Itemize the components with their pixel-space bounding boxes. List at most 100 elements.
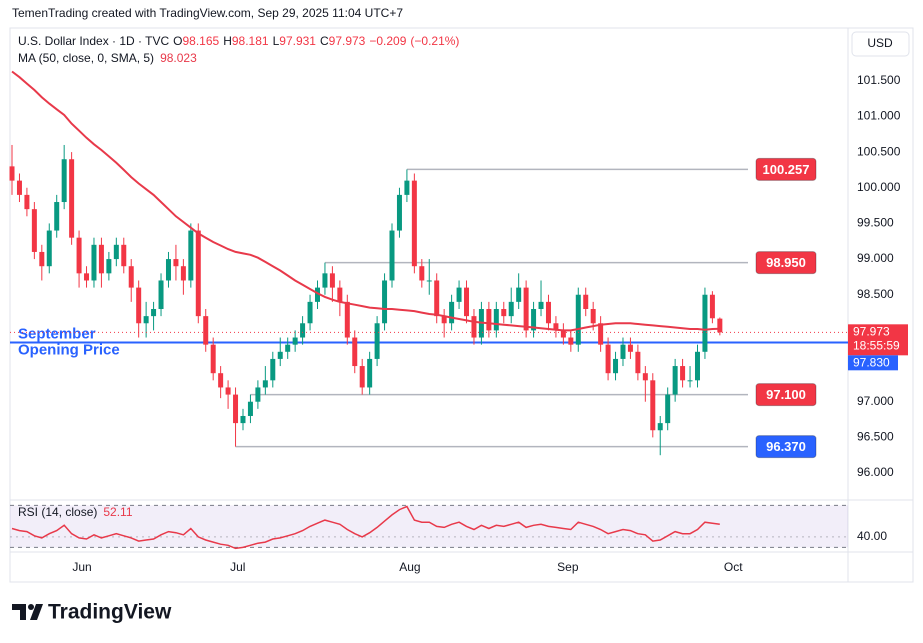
c-label: C — [320, 34, 329, 48]
legend-ma: MA (50, close, 0, SMA, 5) 98.023 — [18, 51, 197, 65]
logo-dot — [28, 604, 34, 610]
candle-body — [441, 316, 447, 324]
candle-body — [396, 194, 402, 231]
countdown: 18:55:59 — [853, 338, 900, 352]
rsi-line — [11, 505, 720, 550]
candle-body — [464, 287, 470, 317]
rsi-name: RSI (14, close) — [18, 505, 97, 519]
candle-body — [493, 309, 499, 331]
opening-price-label: 97.830 — [853, 355, 890, 369]
candle-body — [98, 244, 104, 274]
candle-body — [84, 273, 90, 281]
candle-body — [605, 344, 611, 374]
candle-body — [322, 273, 328, 288]
candle-body — [180, 266, 186, 281]
ma-name: MA (50, close, 0, SMA, 5) — [18, 51, 154, 65]
candle-body — [613, 358, 619, 374]
logo-shape — [12, 604, 26, 620]
level-label: 100.257 — [763, 162, 810, 177]
candle-body — [456, 287, 462, 302]
opening-price-text: Opening Price — [18, 341, 120, 358]
candle-body — [76, 237, 82, 274]
o-value: 98.165 — [183, 34, 220, 48]
candle-body — [337, 287, 343, 302]
candle-body — [113, 244, 119, 260]
candle-body — [329, 273, 335, 288]
currency-button[interactable] — [851, 31, 910, 57]
opening-price-box — [848, 355, 898, 371]
candle-body — [627, 344, 633, 352]
level-label: 97.100 — [766, 387, 806, 402]
currency[interactable]: USD — [867, 36, 893, 50]
y-tick-label: 100.500 — [857, 144, 901, 158]
candle-body — [374, 323, 380, 359]
candle-body — [61, 159, 67, 203]
candle-body — [247, 401, 253, 416]
candle-body — [419, 266, 425, 281]
candle-body — [702, 294, 708, 352]
candle-body — [54, 202, 60, 231]
candle-body — [516, 287, 522, 302]
candle-body — [434, 280, 440, 317]
candle-body — [39, 251, 45, 267]
candle-body — [717, 318, 723, 333]
candle-body — [262, 380, 268, 388]
level-box — [755, 251, 817, 275]
candle-body — [568, 337, 574, 345]
y-tick-label: 101.000 — [857, 109, 901, 123]
y-tick-label: 99.500 — [857, 216, 894, 230]
opening-price-text: September — [18, 325, 96, 342]
candle-body — [151, 309, 157, 317]
y-tick-label: 101.500 — [857, 73, 901, 87]
candle-body — [575, 294, 581, 345]
panes: 96.00096.50097.00097.50098.00098.50099.0… — [9, 70, 908, 574]
candle-body — [165, 259, 171, 281]
y-tick-label: 99.000 — [857, 251, 894, 265]
candle-body — [471, 316, 477, 338]
y-tick-label: 96.000 — [857, 465, 894, 479]
candle-body — [210, 344, 216, 374]
ma-value: 98.023 — [160, 51, 197, 65]
l-label: L — [273, 34, 280, 48]
x-tick-label: Oct — [724, 560, 743, 574]
candle-body — [389, 230, 395, 281]
rsi-tick-label: 40.00 — [857, 529, 887, 543]
candle-body — [665, 394, 671, 424]
candle-body — [650, 380, 656, 431]
y-tick-label: 96.500 — [857, 430, 894, 444]
candle-body — [426, 280, 432, 282]
candle-body — [195, 230, 201, 317]
candle-body — [359, 366, 365, 388]
candle-body — [672, 366, 678, 395]
candle-body — [16, 180, 22, 195]
candle-body — [188, 230, 194, 281]
candle-body — [128, 266, 134, 288]
candle-body — [352, 337, 358, 367]
candle-body — [657, 423, 663, 431]
candle-body — [590, 309, 596, 324]
candle-body — [136, 287, 142, 324]
last-price-box — [848, 324, 908, 356]
level-label: 98.950 — [766, 255, 806, 270]
candle-body — [314, 287, 320, 302]
brand-logo: TradingView — [12, 601, 172, 624]
candle-body — [285, 344, 291, 352]
candle-body — [411, 180, 417, 267]
logo-shape — [30, 604, 43, 620]
candle-body — [620, 344, 626, 359]
candle-body — [583, 294, 589, 310]
candle-body — [9, 166, 15, 181]
candle-body — [545, 301, 551, 324]
x-tick-label: Aug — [399, 560, 420, 574]
y-tick-label: 100.000 — [857, 180, 901, 194]
level-box — [755, 435, 817, 459]
candle-body — [367, 358, 373, 388]
candle-body — [158, 280, 164, 310]
candle-body — [218, 373, 224, 388]
h-value: 98.181 — [232, 34, 269, 48]
candle-body — [501, 309, 507, 317]
y-tick-label: 97.000 — [857, 394, 894, 408]
candle-body — [449, 301, 455, 324]
candle-body — [300, 323, 306, 338]
